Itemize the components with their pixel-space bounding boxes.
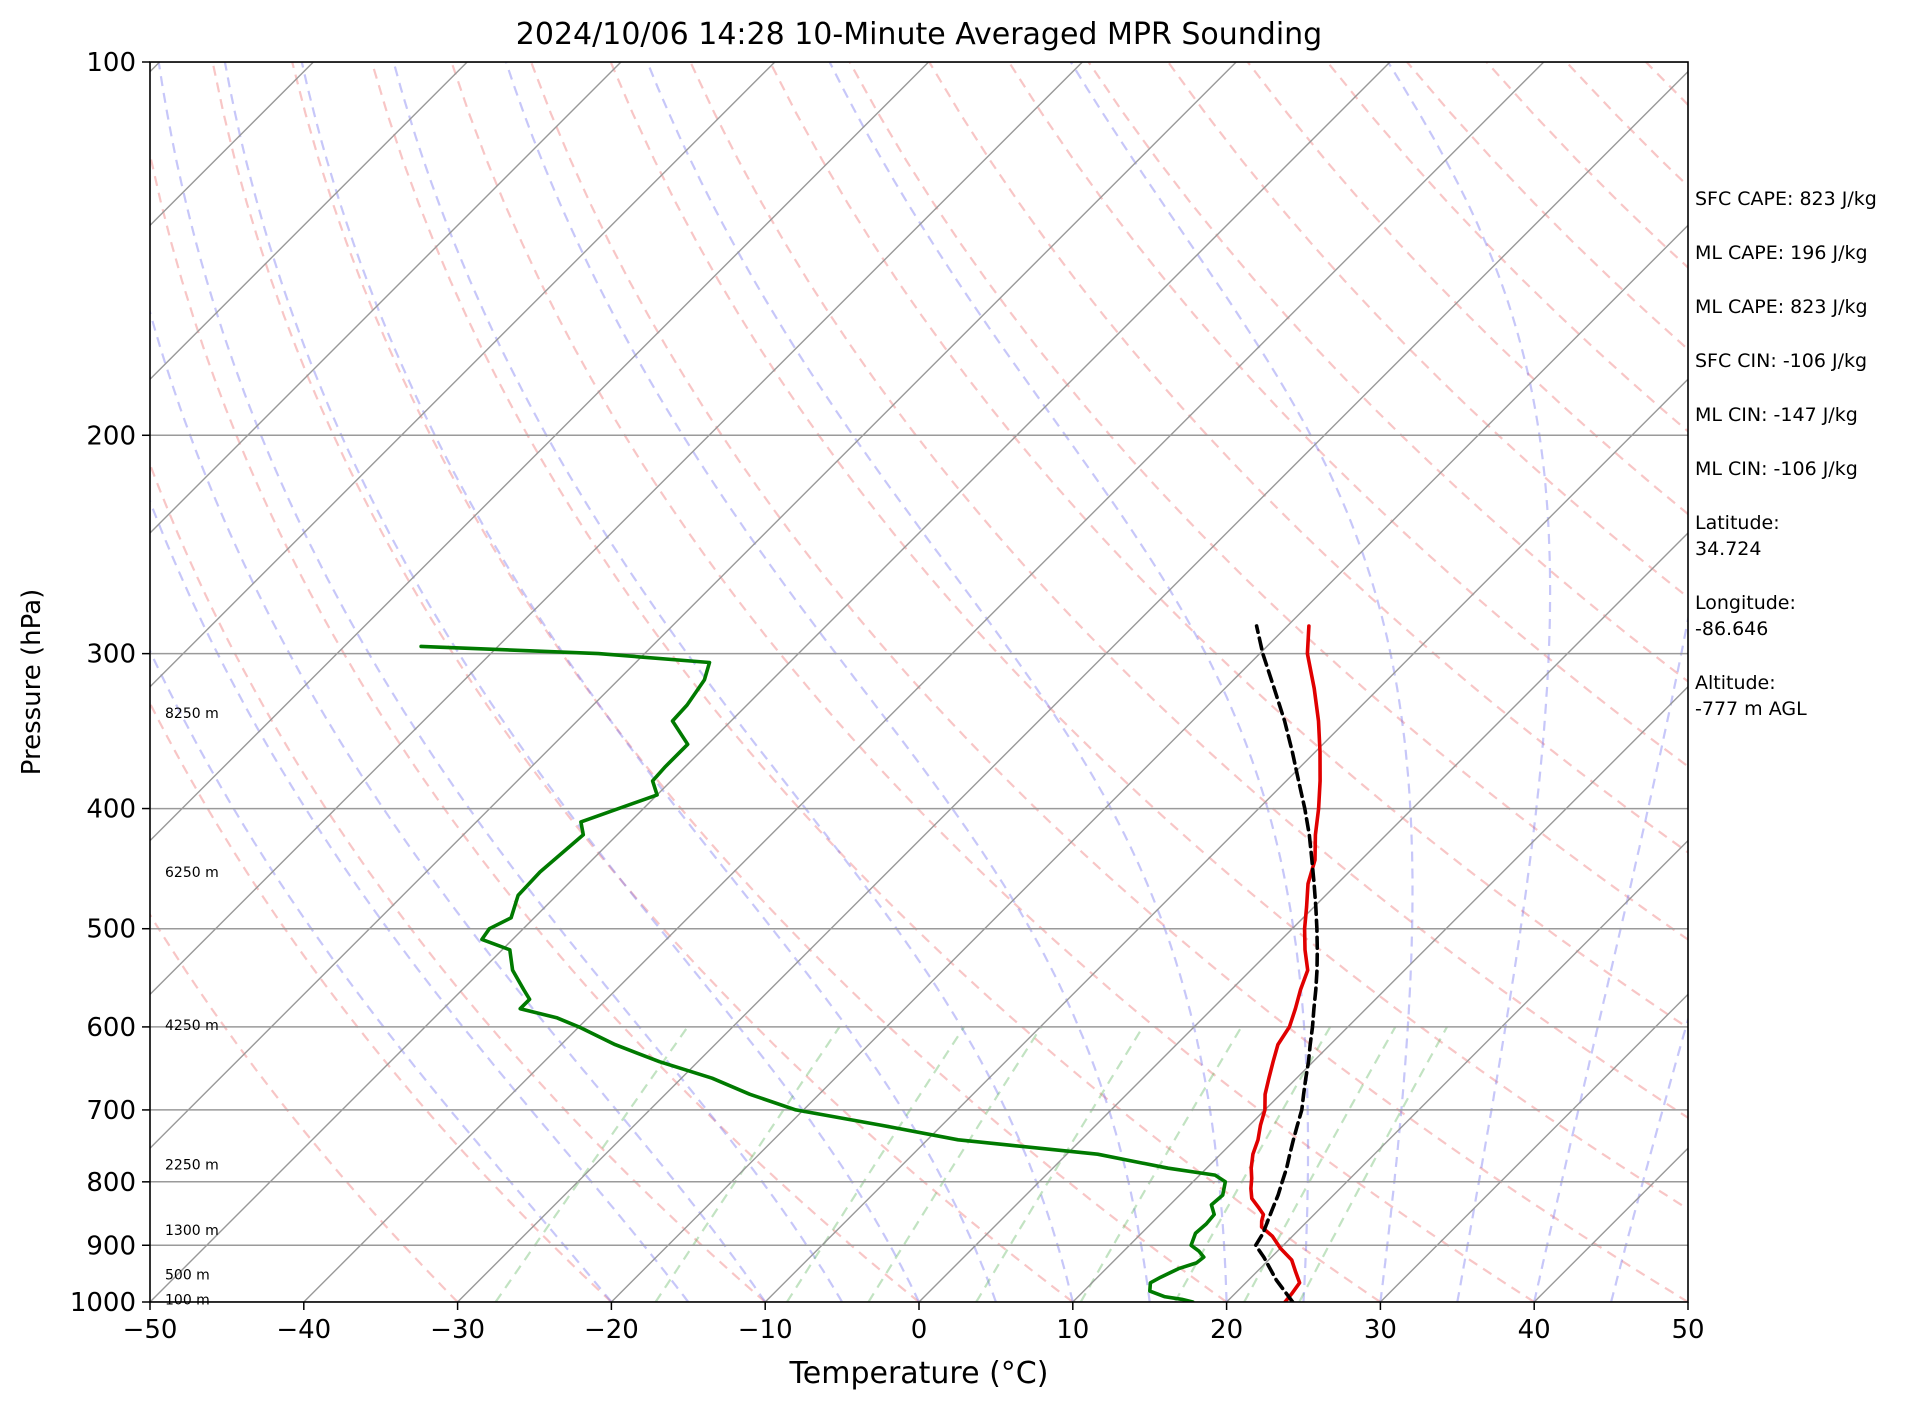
dry-adiabat-line <box>211 62 1074 1302</box>
y-tick-label: 500 <box>86 915 136 945</box>
isotherm-line <box>610 224 1688 1302</box>
height-label: 8250 m <box>165 706 219 722</box>
y-axis: 100 200 300 400 500 600 700 800 900 1000 <box>70 48 150 1318</box>
moist-adiabat-line <box>150 308 767 1302</box>
ml-cin-text: ML CIN: -147 J/kg <box>1695 404 1858 426</box>
y-tick-label: 900 <box>86 1231 136 1261</box>
ml-cape-text: ML CAPE: 196 J/kg <box>1695 242 1868 264</box>
isotherm-line <box>1072 685 1688 1302</box>
x-axis: −50 −40 −30 −20 −10 0 10 20 30 40 50 <box>123 1302 1705 1345</box>
height-labels: 8250 m 6250 m 4250 m 2250 m 1300 m 500 m 100 m <box>165 706 219 1308</box>
dry-adiabat-line <box>609 62 1688 1211</box>
moist-adiabat-line <box>646 62 1228 1302</box>
y-tick-label: 200 <box>86 421 136 451</box>
x-tick-label: 10 <box>1056 1315 1089 1345</box>
longitude-text: Longitude: -86.646 <box>1695 592 1796 640</box>
height-label: 2250 m <box>165 1158 219 1174</box>
x-tick-label: 0 <box>911 1315 928 1345</box>
temperature-profile-line <box>1249 624 1322 1302</box>
isotherm-line <box>1379 993 1688 1302</box>
isotherm-line <box>150 62 776 688</box>
isotherm-line <box>150 62 1083 996</box>
dry-adiabat-line <box>450 62 1535 1302</box>
dewpoint-profile-line <box>419 644 1228 1302</box>
moist-adiabat-line <box>300 62 997 1302</box>
isotherm-line <box>457 70 1688 1302</box>
moist-adiabat-line <box>150 498 690 1302</box>
moist-adiabat-line <box>157 62 844 1302</box>
latitude-text: Latitude: 34.724 <box>1695 512 1780 560</box>
x-tick-label: −50 <box>123 1315 178 1345</box>
ml-cin-text-2: ML CIN: -106 J/kg <box>1695 458 1858 480</box>
dry-adiabat-line <box>689 62 1688 1120</box>
dry-adiabat-line <box>150 461 766 1302</box>
moist-adiabat-line <box>1610 1015 1688 1302</box>
profiles <box>419 624 1322 1302</box>
isotherm-line <box>150 62 1237 1150</box>
isotherm-line <box>764 378 1688 1302</box>
moist-adiabat-line <box>504 62 1151 1302</box>
x-tick-label: −20 <box>584 1315 639 1345</box>
moist-adiabat-line <box>223 62 920 1302</box>
moist-adiabat-line <box>150 648 613 1302</box>
moist-adiabat-line <box>1069 62 1414 1302</box>
dry-adiabat-line <box>1087 62 1688 683</box>
isotherm-line <box>150 62 930 842</box>
x-tick-label: −10 <box>738 1315 793 1345</box>
sounding-parameters: SFC CAPE: 823 J/kg ML CAPE: 196 J/kg ML … <box>1695 186 1915 750</box>
x-tick-label: 50 <box>1671 1315 1704 1345</box>
dry-adiabat-line <box>150 148 920 1302</box>
moist-adiabat-line <box>1387 62 1552 1302</box>
dry-adiabat-line <box>1167 62 1688 599</box>
ml-cape-text-2: ML CAPE: 823 J/kg <box>1695 296 1868 318</box>
chart-title: 2024/10/06 14:28 10-Minute Averaged MPR … <box>516 17 1322 52</box>
y-tick-label: 1000 <box>70 1288 136 1318</box>
isotherm-line <box>150 62 622 534</box>
y-tick-label: 100 <box>86 48 136 78</box>
dry-adiabat-line <box>928 62 1688 854</box>
isotherm-line <box>303 62 1545 1302</box>
isotherm-line <box>1226 839 1688 1302</box>
dry-adiabat-line <box>530 62 1688 1302</box>
sfc-cape-text: SFC CAPE: 823 J/kg <box>1695 188 1877 210</box>
y-tick-label: 300 <box>86 640 136 670</box>
x-tick-label: −40 <box>276 1315 331 1345</box>
height-label: 4250 m <box>165 1018 219 1034</box>
isobars <box>150 62 1688 1302</box>
dry-adiabat-line <box>150 912 459 1302</box>
parcel-profile-line <box>1253 624 1320 1302</box>
height-label: 500 m <box>165 1267 210 1283</box>
x-tick-label: −30 <box>430 1315 485 1345</box>
dry-adiabat-line <box>150 700 613 1302</box>
mixing-ratio-line <box>1298 1026 1448 1302</box>
isotherm-line <box>150 62 468 381</box>
moist-adiabat-line <box>828 62 1310 1302</box>
y-tick-label: 700 <box>86 1096 136 1126</box>
y-axis-label: Pressure (hPa) <box>17 589 47 776</box>
dry-adiabat-line <box>769 62 1688 1030</box>
height-label: 1300 m <box>165 1223 219 1239</box>
sfc-cin-text: SFC CIN: -106 J/kg <box>1695 350 1868 372</box>
x-tick-label: 40 <box>1518 1315 1551 1345</box>
y-tick-label: 800 <box>86 1168 136 1198</box>
moist-adiabat-line <box>1533 613 1688 1302</box>
height-label: 100 m <box>165 1292 210 1308</box>
x-axis-label: Temperature (°C) <box>789 1356 1049 1391</box>
isotherm-line <box>918 532 1688 1302</box>
y-tick-label: 600 <box>86 1013 136 1043</box>
moist-adiabat-line <box>392 62 1074 1302</box>
x-tick-label: 30 <box>1364 1315 1397 1345</box>
isotherm-line <box>150 62 1391 1302</box>
y-tick-label: 400 <box>86 795 136 825</box>
altitude-text: Altitude: -777 m AGL <box>1695 672 1807 720</box>
height-label: 6250 m <box>165 865 219 881</box>
x-tick-label: 20 <box>1210 1315 1243 1345</box>
dry-adiabat-line <box>1007 62 1688 768</box>
